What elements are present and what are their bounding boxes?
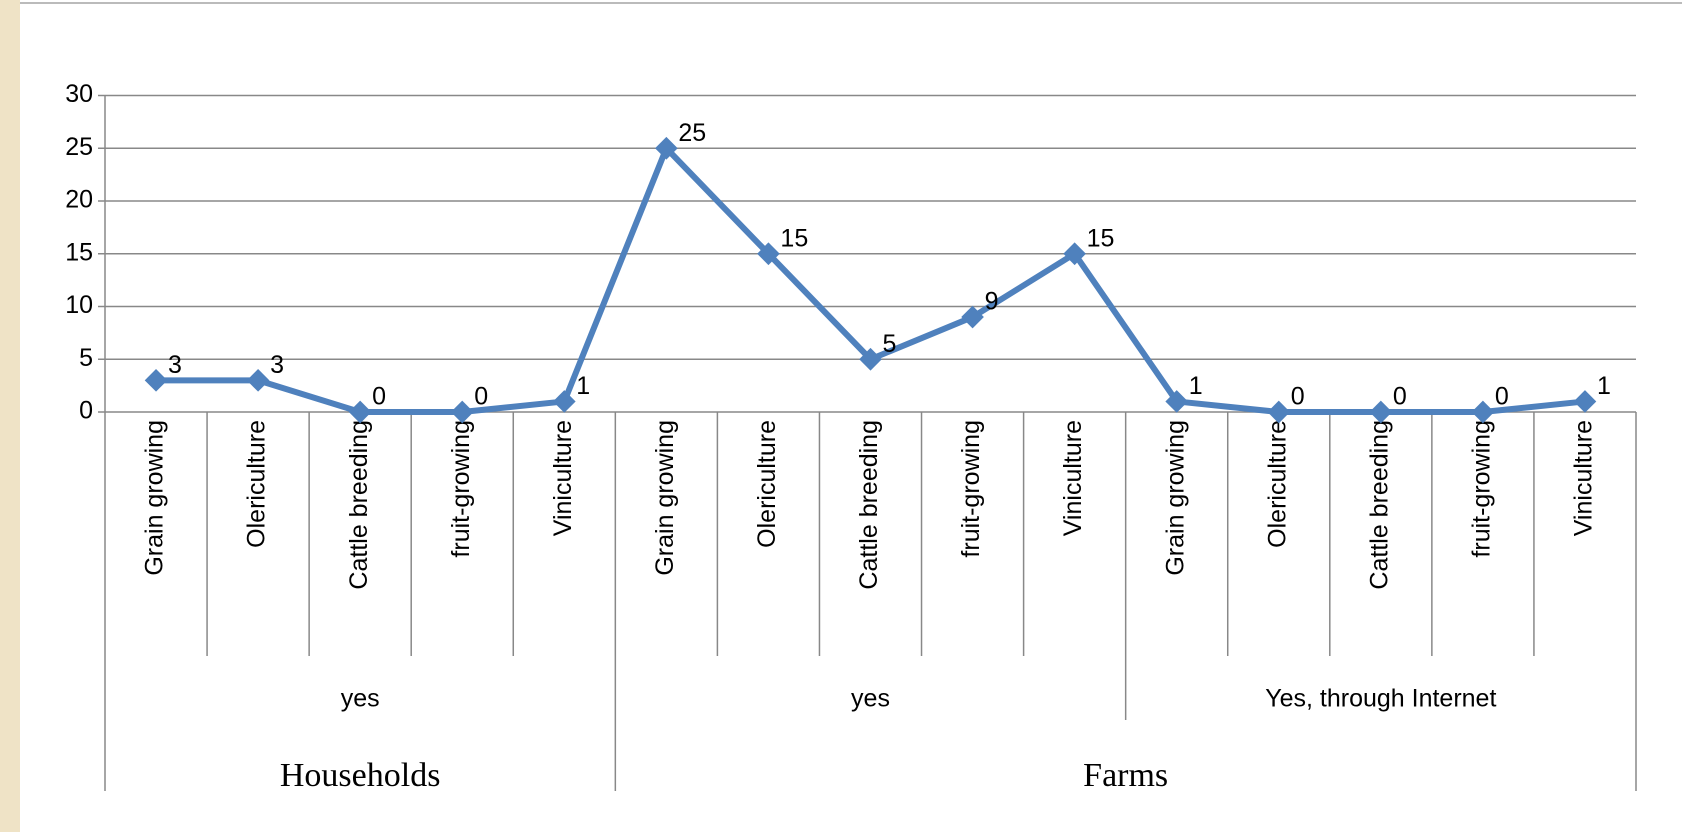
data-label: 9: [985, 288, 999, 316]
outer-group-label: Households: [280, 757, 441, 794]
side-decoration: [0, 0, 20, 832]
data-label: 0: [1291, 383, 1305, 411]
data-label: 1: [576, 372, 590, 400]
x-tick-label: Viniculture: [1570, 420, 1598, 536]
y-tick-label: 30: [65, 80, 93, 108]
data-label: 5: [883, 330, 897, 358]
marker: [348, 400, 372, 424]
y-tick-label: 15: [65, 238, 93, 266]
x-tick-label: Viniculture: [549, 420, 577, 536]
x-tick-label: Grain growing: [141, 420, 169, 576]
marker: [246, 369, 270, 392]
marker: [1573, 390, 1597, 413]
x-tick-label: fruit-growing: [957, 420, 985, 558]
marker: [1369, 400, 1393, 424]
marker: [552, 390, 576, 413]
y-tick-label: 5: [79, 344, 93, 372]
marker: [1165, 390, 1189, 413]
group-label: yes: [851, 685, 890, 713]
data-label: 3: [270, 351, 284, 379]
data-label: 0: [1393, 383, 1407, 411]
y-tick-label: 0: [79, 397, 93, 425]
marker: [961, 305, 984, 329]
x-tick-label: Cattle breeding: [855, 420, 883, 590]
y-tick-label: 20: [65, 186, 93, 214]
x-tick-label: Cattle breeding: [1365, 420, 1393, 590]
data-label: 15: [1087, 224, 1115, 252]
marker: [859, 347, 882, 371]
x-tick-label: fruit-growing: [447, 420, 475, 558]
y-tick-label: 25: [65, 133, 93, 161]
marker: [1471, 400, 1495, 424]
line: [156, 145, 1586, 415]
x-tick-label: Grain growing: [1161, 420, 1189, 576]
group-label: Yes, through Internet: [1265, 685, 1496, 713]
data-label: 1: [1189, 372, 1203, 400]
x-tick-label: Olericulture: [753, 420, 781, 548]
x-tick-label: Grain growing: [651, 420, 679, 576]
x-tick-label: fruit-growing: [1468, 420, 1496, 558]
marker: [144, 369, 168, 392]
marker: [1267, 400, 1291, 424]
data-label: 15: [780, 224, 808, 252]
data-label: 0: [1495, 383, 1509, 411]
data-label: 0: [372, 383, 386, 411]
data-label: 25: [678, 119, 706, 147]
x-tick-label: Olericulture: [243, 420, 271, 548]
data-label: 1: [1597, 372, 1611, 400]
x-tick-label: Olericulture: [1263, 420, 1291, 548]
y-tick-label: 10: [65, 291, 93, 319]
x-tick-label: Cattle breeding: [345, 420, 373, 590]
marker: [450, 400, 474, 424]
data-label: 0: [474, 383, 488, 411]
data-label: 3: [168, 351, 182, 379]
outer-group-label: Farms: [1083, 757, 1168, 794]
x-tick-label: Viniculture: [1059, 420, 1087, 536]
group-label: yes: [341, 685, 380, 713]
